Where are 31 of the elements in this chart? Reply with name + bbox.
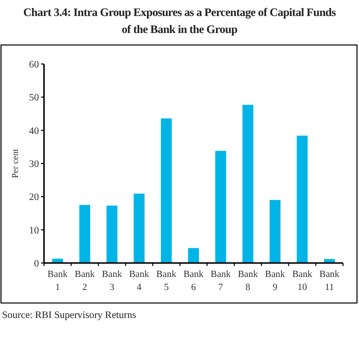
chart-title: Chart 3.4: Intra Group Exposures as a Percentage of Capital Funds of the Bank in the Group	[23, 7, 337, 36]
bar	[160, 118, 172, 263]
bar	[215, 150, 226, 263]
x-tick-label: Bank 3	[102, 270, 122, 293]
x-tick-label: Bank 5	[156, 270, 177, 293]
bar	[296, 136, 308, 263]
x-tick-label: Bank 9	[265, 270, 286, 293]
bar	[242, 104, 254, 263]
bar	[79, 204, 90, 263]
y-tick-label: 10	[29, 225, 39, 236]
y-tick-label: 50	[29, 92, 39, 104]
x-tick-label: Bank 8	[238, 270, 258, 293]
y-tick-label: 20	[29, 192, 39, 204]
bar	[270, 200, 280, 263]
y-tick-label: 40	[29, 126, 39, 137]
y-tick-label: 30	[29, 159, 39, 170]
x-tick-label: Bank 6	[183, 270, 204, 293]
y-axis-title: Per cent	[10, 148, 20, 178]
x-tick-label: Bank 11	[319, 270, 340, 293]
y-tick-label: 60	[29, 60, 39, 70]
x-tick-label: Bank 2	[74, 270, 96, 293]
source-note: Source: RBI Supervisory Returns	[2, 310, 136, 321]
x-tick-label: Bank 7	[210, 270, 231, 293]
bar	[106, 206, 118, 263]
x-tick-label: Bank 1	[48, 270, 68, 293]
bar	[134, 194, 145, 263]
x-tick-label: Bank 10	[292, 270, 312, 293]
bar	[188, 248, 199, 263]
x-tick-label: Bank 4	[129, 270, 150, 293]
y-tick-label: 0	[34, 258, 39, 270]
bar	[52, 258, 64, 263]
